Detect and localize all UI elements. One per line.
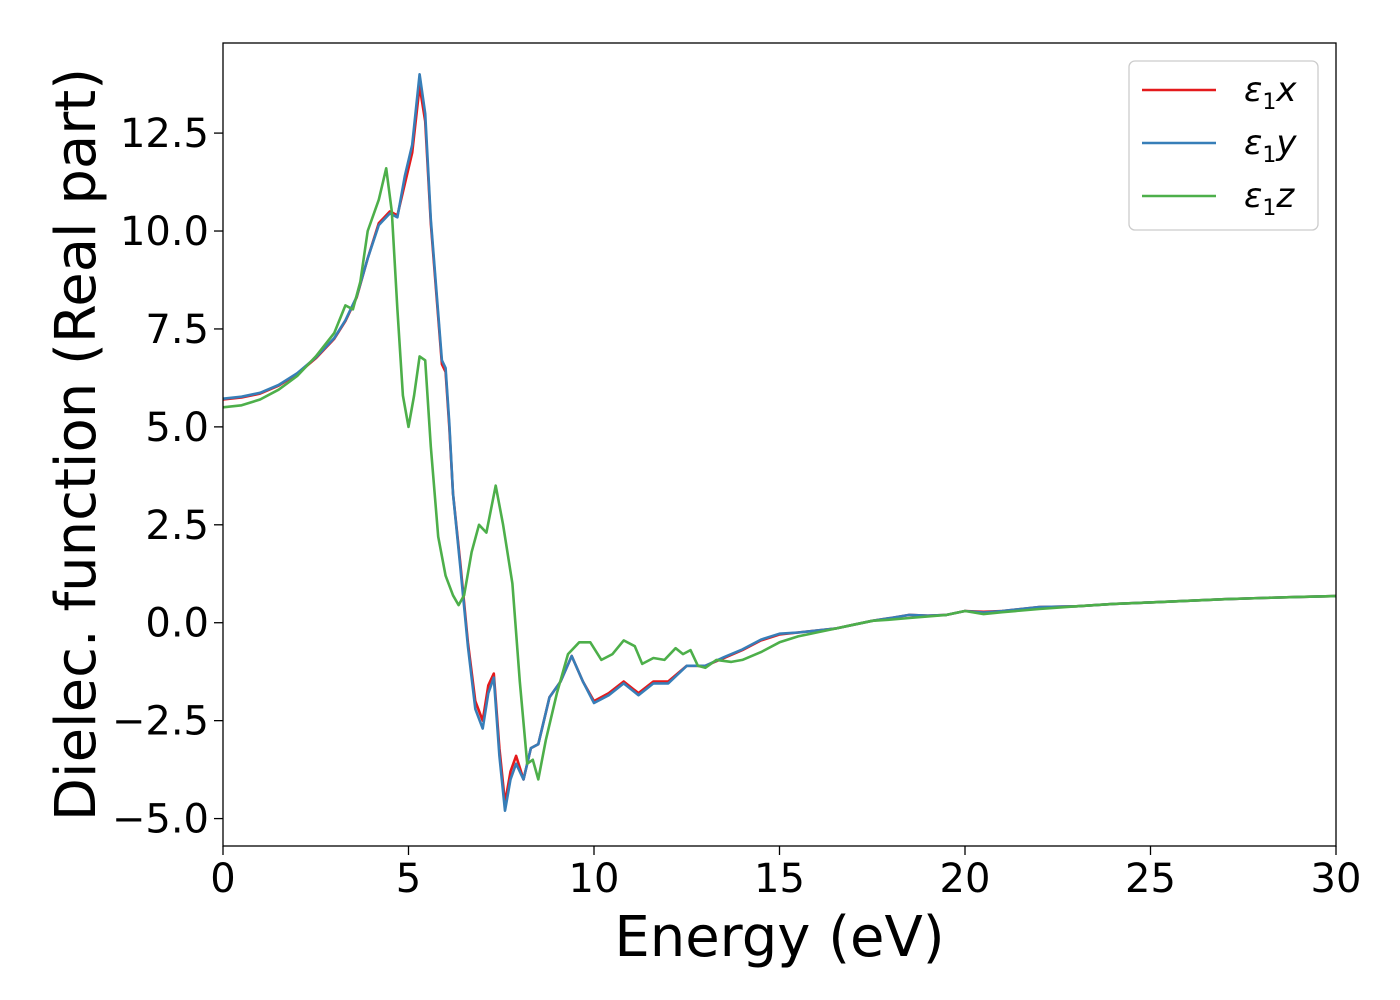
series-line-z xyxy=(223,167,1336,781)
y-tick-label: 12.5 xyxy=(120,111,209,157)
y-tick-label: 10.0 xyxy=(120,209,209,255)
series-layer xyxy=(223,73,1336,812)
y-tick-label: 5.0 xyxy=(145,405,209,451)
legend-label-x: ε1x xyxy=(1244,70,1297,115)
y-tick-label: −2.5 xyxy=(112,699,209,745)
y-tick-label: 2.5 xyxy=(145,503,209,549)
x-tick-label: 20 xyxy=(940,856,991,902)
legend-label-z: ε1z xyxy=(1244,176,1295,221)
x-tick-label: 15 xyxy=(754,856,805,902)
legend-box xyxy=(1128,60,1319,231)
legend: ε1x ε1y ε1z xyxy=(1128,60,1319,231)
x-tick-label: 25 xyxy=(1125,856,1176,902)
x-tick-label: 0 xyxy=(210,856,235,902)
legend-label-y: ε1y xyxy=(1244,123,1297,168)
y-axis: −5.0 −2.5 0.0 2.5 5.0 7.5 10.0 12.5 xyxy=(112,111,223,843)
x-axis-title: Energy (eV) xyxy=(614,905,944,970)
x-tick-label: 30 xyxy=(1311,856,1362,902)
y-tick-label: 0.0 xyxy=(145,601,209,647)
x-axis: 0 5 10 15 20 25 30 xyxy=(210,846,1361,902)
y-tick-label: 7.5 xyxy=(145,307,209,353)
y-axis-title: Dielec. function (Real part) xyxy=(44,68,109,821)
y-tick-label: −5.0 xyxy=(112,797,209,843)
x-tick-label: 5 xyxy=(396,856,421,902)
x-tick-label: 10 xyxy=(569,856,620,902)
